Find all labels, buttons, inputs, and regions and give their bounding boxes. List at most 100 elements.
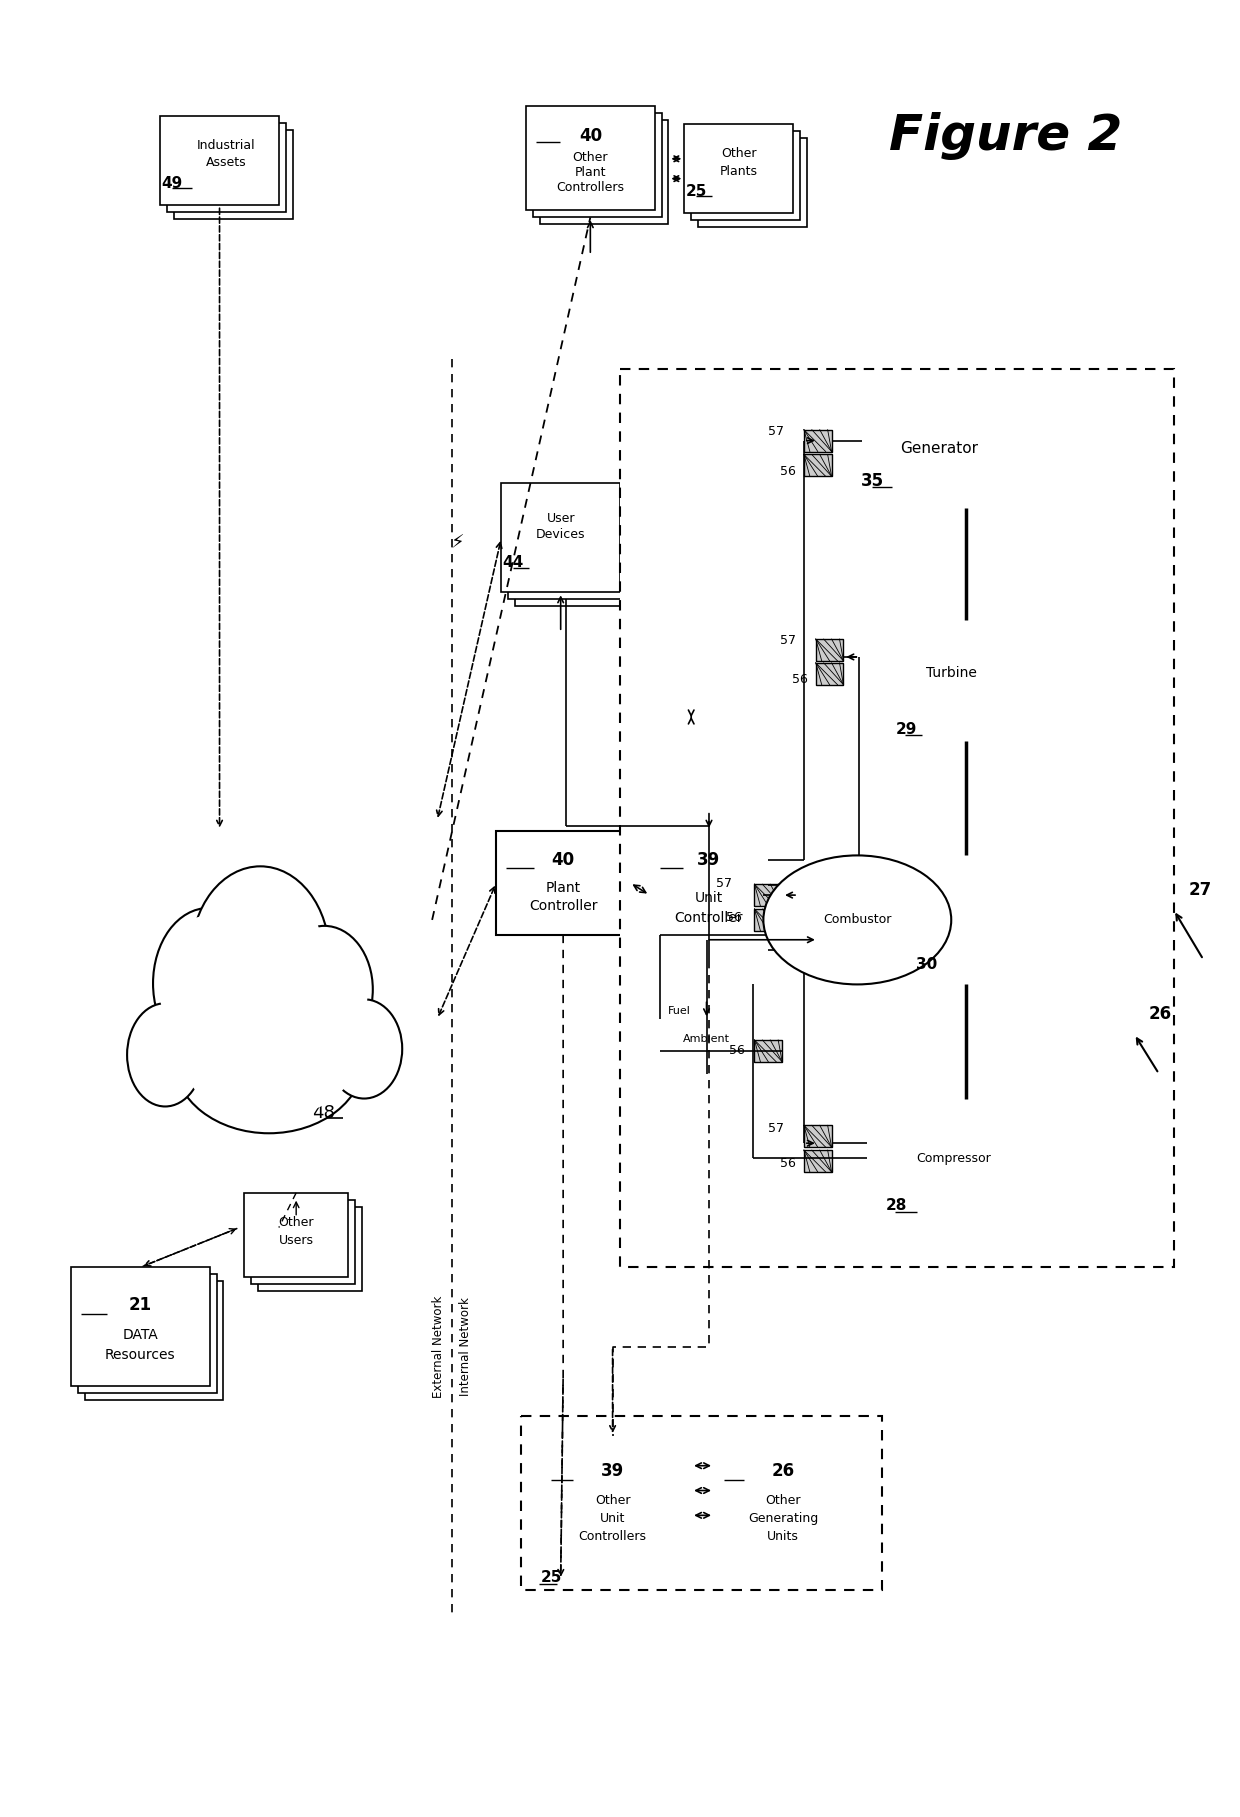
Bar	[754, 885, 782, 907]
Text: 39: 39	[601, 1461, 624, 1479]
Ellipse shape	[326, 999, 402, 1099]
Text: Ambient: Ambient	[683, 1034, 730, 1045]
Text: Cloud Network: Cloud Network	[148, 1057, 331, 1081]
Text: Other: Other	[573, 151, 608, 164]
Bar	[816, 663, 843, 685]
Bar	[804, 454, 832, 476]
Ellipse shape	[280, 932, 368, 1047]
Text: Generator: Generator	[900, 442, 978, 456]
Text: Combustor: Combustor	[823, 914, 892, 927]
Bar	[754, 908, 782, 930]
Text: Compressor: Compressor	[916, 1152, 991, 1165]
Ellipse shape	[191, 867, 330, 1045]
Text: Other: Other	[595, 1494, 630, 1506]
Text: 39: 39	[697, 852, 720, 869]
Text: 57: 57	[715, 876, 732, 890]
Bar	[714, 1435, 852, 1570]
Text: Other: Other	[279, 1216, 314, 1228]
Bar	[804, 1150, 832, 1172]
Bar	[160, 116, 279, 205]
Text: 25: 25	[541, 1570, 562, 1586]
Bar	[720, 1443, 859, 1577]
Text: Assets: Assets	[206, 156, 247, 169]
Ellipse shape	[126, 1003, 203, 1107]
Bar	[691, 131, 800, 220]
Text: Fuel: Fuel	[667, 1007, 691, 1016]
Text: 21: 21	[129, 1296, 153, 1314]
Text: 56: 56	[780, 1157, 796, 1170]
Ellipse shape	[275, 927, 373, 1052]
Text: 35: 35	[861, 472, 884, 491]
Text: User: User	[547, 512, 575, 525]
Bar	[548, 1443, 691, 1577]
Ellipse shape	[764, 856, 951, 985]
Text: Generating: Generating	[748, 1512, 818, 1524]
Text: 56: 56	[780, 465, 796, 478]
Ellipse shape	[159, 916, 258, 1052]
Ellipse shape	[131, 1008, 200, 1101]
Text: 44: 44	[502, 556, 523, 571]
Bar	[862, 394, 1016, 509]
Bar	[816, 640, 843, 661]
Bar	[804, 429, 832, 451]
Text: 27: 27	[1189, 881, 1211, 899]
Bar	[515, 498, 634, 607]
Text: Controllers: Controllers	[579, 1530, 646, 1543]
Text: 30: 30	[916, 958, 937, 972]
Ellipse shape	[198, 876, 322, 1036]
Text: Unit: Unit	[694, 890, 723, 905]
Bar	[804, 1125, 832, 1147]
Text: Unit: Unit	[600, 1512, 625, 1524]
Bar	[258, 1206, 362, 1292]
Text: Devices: Devices	[536, 529, 585, 541]
Bar	[754, 1039, 782, 1061]
Bar	[660, 1019, 754, 1074]
Ellipse shape	[330, 1005, 398, 1094]
Text: 28: 28	[887, 1197, 908, 1214]
Polygon shape	[867, 1099, 1021, 1217]
Text: 56: 56	[792, 674, 808, 687]
Bar	[86, 1281, 223, 1401]
Text: External Network: External Network	[432, 1296, 445, 1397]
Text: 56: 56	[725, 912, 742, 925]
Bar	[684, 124, 794, 213]
Bar	[728, 1450, 867, 1584]
Text: Turbine: Turbine	[926, 665, 977, 680]
Text: Other: Other	[765, 1494, 801, 1506]
Bar	[252, 1199, 355, 1285]
Text: 25: 25	[686, 184, 707, 200]
Bar	[539, 120, 668, 223]
Text: Controllers: Controllers	[557, 182, 624, 194]
Text: 49: 49	[161, 176, 182, 191]
Text: Internal Network: Internal Network	[459, 1297, 472, 1395]
Text: Plant: Plant	[574, 165, 606, 180]
Text: 56: 56	[729, 1045, 744, 1057]
Text: 40: 40	[579, 127, 601, 145]
Ellipse shape	[174, 985, 365, 1134]
Text: Plants: Plants	[719, 165, 758, 178]
Bar	[508, 491, 627, 600]
Bar	[533, 113, 661, 218]
Bar	[650, 830, 769, 959]
Text: Controller: Controller	[529, 899, 598, 912]
Text: 26: 26	[771, 1461, 795, 1479]
Text: Figure 2: Figure 2	[889, 113, 1122, 160]
Bar	[78, 1274, 217, 1394]
Text: Resources: Resources	[105, 1348, 176, 1361]
Bar	[521, 1415, 882, 1590]
Bar	[167, 124, 285, 213]
Text: 57: 57	[769, 425, 784, 438]
Text: Users: Users	[279, 1234, 314, 1246]
Text: Other: Other	[720, 147, 756, 160]
Text: ⚡: ⚡	[450, 534, 464, 552]
Bar	[496, 830, 630, 934]
Bar	[698, 138, 807, 227]
Text: Units: Units	[768, 1530, 799, 1543]
Bar	[526, 105, 655, 211]
Bar	[541, 1435, 684, 1570]
Ellipse shape	[153, 908, 264, 1059]
Text: 57: 57	[780, 634, 796, 647]
Bar	[174, 131, 293, 220]
Text: 48: 48	[312, 1105, 335, 1123]
Text: 40: 40	[552, 852, 574, 869]
